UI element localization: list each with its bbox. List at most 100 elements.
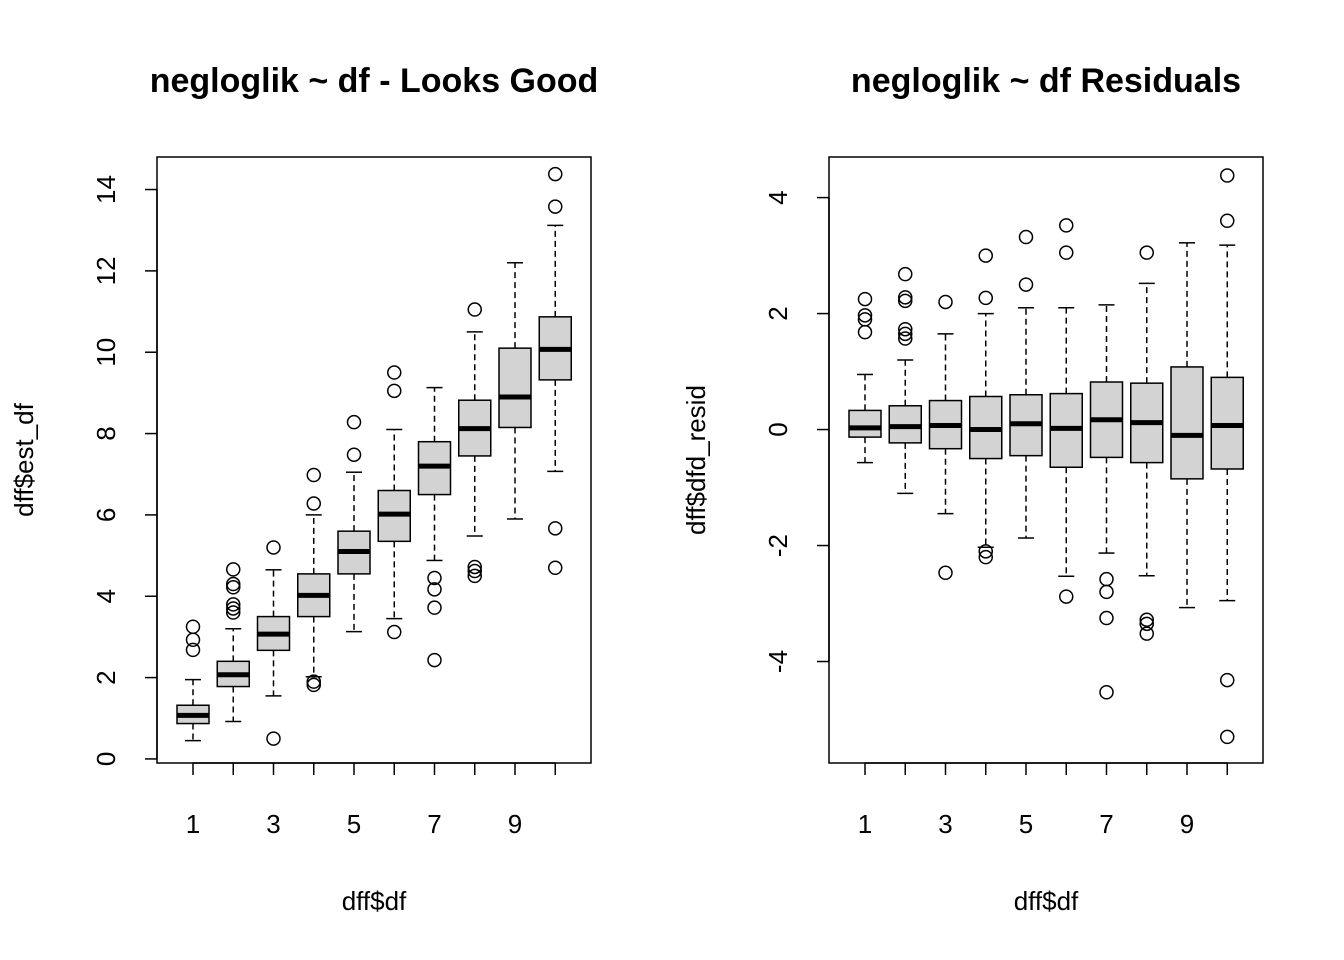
y-tick-label: 6: [91, 508, 121, 522]
box-9: [1170, 242, 1204, 609]
outlier-point: [387, 624, 402, 640]
outlier-point: [938, 565, 953, 581]
box-7: [1089, 304, 1124, 700]
outlier-point: [226, 562, 241, 577]
box-3: [256, 540, 291, 746]
outlier-point: [226, 580, 241, 595]
outlier-point: [467, 302, 482, 317]
outlier-point: [898, 331, 913, 346]
y-axis-label: dff$dfd_resid: [681, 385, 711, 535]
left-boxplot-panel: negloglik ~ df - Looks Good dff$df dff$est…: [9, 62, 598, 916]
outlier-point: [1220, 168, 1235, 183]
outlier-point: [1099, 584, 1114, 600]
outlier-point: [548, 199, 563, 214]
x-tick-label: 9: [1180, 809, 1194, 839]
box-5: [1009, 229, 1043, 539]
box-9: [498, 261, 532, 520]
y-tick-label: 8: [91, 426, 121, 440]
outlier-point: [1059, 218, 1074, 233]
outlier-point: [467, 559, 482, 575]
outlier-point: [1139, 616, 1154, 632]
outlier-point: [226, 601, 241, 616]
outlier-point: [427, 600, 442, 615]
box-2: [216, 562, 250, 723]
outlier-point: [467, 568, 482, 584]
outlier-point: [306, 467, 321, 483]
y-tick-label: 2: [763, 306, 793, 320]
outlier-point: [226, 597, 241, 612]
box-4: [297, 467, 331, 693]
outlier-point: [467, 563, 482, 579]
outlier-point: [898, 266, 913, 282]
outlier-point: [1139, 245, 1154, 260]
outlier-point: [387, 383, 402, 399]
outlier-point: [978, 544, 993, 559]
box-6: [1049, 218, 1083, 604]
y-tick-label: 12: [91, 256, 121, 285]
outlier-point: [1139, 612, 1154, 628]
outlier-point: [226, 576, 241, 592]
box-4: [969, 248, 1003, 565]
outlier-point: [1139, 626, 1154, 641]
outlier-point: [1220, 729, 1235, 745]
outlier-point: [1099, 685, 1114, 700]
outlier-point: [427, 570, 442, 586]
outlier-point: [548, 560, 563, 576]
y-tick-label: -4: [763, 650, 793, 673]
y-tick-label: 10: [91, 338, 121, 367]
y-tick-label: 0: [91, 752, 121, 766]
outlier-point: [346, 447, 362, 462]
chart-title: negloglik ~ df - Looks Good: [150, 62, 599, 100]
outlier-point: [226, 605, 241, 620]
y-tick-label: -2: [763, 534, 793, 557]
outlier-point: [306, 496, 321, 511]
outlier-point: [306, 677, 321, 693]
outlier-point: [898, 293, 913, 309]
x-tick-label: 5: [1019, 809, 1033, 839]
x-tick-label: 7: [427, 809, 441, 839]
outlier-point: [346, 414, 362, 430]
box-8: [458, 302, 492, 584]
x-tick-label: 9: [508, 809, 522, 839]
outlier-point: [978, 549, 993, 565]
outlier-point: [1099, 610, 1114, 626]
x-tick-label: 3: [266, 809, 280, 839]
box-5: [337, 414, 371, 633]
outlier-point: [857, 291, 873, 307]
iqr-box: [848, 409, 882, 438]
x-axis-label: dff$df: [342, 886, 407, 916]
box-10: [1210, 168, 1244, 745]
x-tick-label: 1: [186, 809, 200, 839]
outlier-point: [857, 308, 873, 323]
y-tick-label: 4: [763, 190, 793, 204]
outlier-point: [978, 248, 993, 263]
y-tick-label: 0: [763, 422, 793, 436]
box-10: [538, 166, 572, 576]
outlier-point: [266, 731, 281, 746]
outlier-point: [898, 326, 913, 342]
outlier-point: [185, 619, 201, 635]
x-tick-label: 1: [858, 809, 872, 839]
outlier-point: [978, 290, 993, 306]
outlier-point: [1059, 245, 1074, 260]
box-8: [1130, 245, 1164, 641]
x-tick-label: 5: [347, 809, 361, 839]
x-tick-label: 7: [1099, 809, 1113, 839]
iqr-box: [498, 347, 532, 429]
box-1: [176, 619, 210, 742]
outlier-point: [1018, 277, 1034, 292]
right-boxplot-panel: negloglik ~ df Residuals dff$df dff$dfd_re…: [681, 62, 1264, 916]
iqr-box: [1170, 366, 1204, 480]
y-tick-label: 14: [91, 175, 121, 204]
y-axis-label: dff$est_df: [9, 402, 39, 517]
outlier-point: [857, 312, 873, 327]
box-7: [417, 386, 452, 668]
outlier-point: [1220, 672, 1235, 688]
outlier-point: [306, 674, 321, 689]
outlier-point: [1220, 213, 1235, 229]
outlier-point: [427, 652, 442, 668]
outlier-point: [548, 521, 563, 536]
x-tick-label: 3: [938, 809, 952, 839]
chart-title: negloglik ~ df Residuals: [851, 62, 1241, 100]
